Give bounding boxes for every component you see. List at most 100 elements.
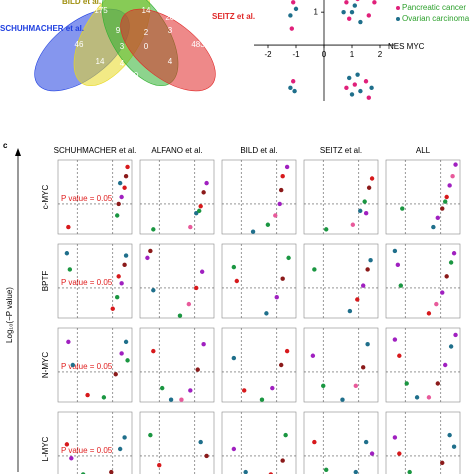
data-point (119, 194, 124, 200)
data-point (64, 251, 70, 256)
data-point (177, 313, 183, 318)
data-point (151, 348, 156, 354)
data-point (116, 201, 121, 207)
data-point (274, 294, 279, 300)
cell-frame (57, 159, 133, 235)
venn-count: 3 (168, 26, 173, 35)
data-point (288, 13, 293, 18)
venn-set-label: SCHUHMACHER et al. (0, 24, 84, 33)
data-point (231, 264, 237, 270)
data-point (369, 451, 375, 456)
data-point (279, 362, 284, 368)
data-point (324, 467, 329, 473)
data-point (250, 229, 256, 234)
data-point (125, 358, 130, 363)
cell-frame (139, 327, 215, 403)
data-point (347, 75, 352, 81)
data-point (284, 164, 290, 170)
data-point (179, 397, 184, 402)
data-point (407, 469, 412, 474)
data-point (344, 0, 349, 5)
data-point (426, 311, 432, 316)
data-point (365, 267, 370, 272)
data-point (447, 432, 452, 438)
data-point (435, 381, 440, 386)
volcano-cell: P value = 0.05 (57, 159, 133, 235)
data-point (151, 288, 156, 293)
volcano-cell (221, 411, 297, 474)
threshold-label: P value = 0.05 (61, 446, 113, 455)
data-point (451, 444, 457, 449)
data-point (453, 332, 458, 338)
data-point (450, 173, 455, 179)
data-point (291, 79, 296, 84)
data-point (195, 367, 200, 372)
venn-set-label: SEITZ et al. (212, 12, 255, 21)
volcano-cell (385, 411, 461, 474)
venn-count: 9 (116, 26, 121, 35)
data-point (284, 348, 290, 354)
data-point (188, 224, 193, 230)
data-point (434, 301, 439, 307)
data-point (369, 85, 374, 91)
data-point (353, 383, 358, 389)
data-point (361, 283, 366, 288)
column-title: SCHUHMACHER et al. (54, 146, 137, 155)
data-point (324, 227, 329, 232)
data-point (277, 201, 282, 207)
data-point (280, 458, 285, 463)
data-point (123, 253, 129, 258)
data-point (201, 341, 206, 347)
data-point (286, 255, 291, 261)
threshold-label: P value = 0.05 (61, 278, 113, 287)
data-point (204, 453, 209, 459)
data-point (392, 435, 398, 440)
venn-set (120, 8, 216, 92)
data-point (70, 362, 76, 368)
data-point (151, 227, 156, 232)
data-point (358, 19, 363, 25)
data-point (363, 79, 369, 84)
data-point (288, 85, 293, 91)
data-point (358, 208, 363, 214)
data-point (353, 469, 358, 474)
data-point (122, 435, 127, 440)
data-point (397, 451, 402, 456)
volcano-cell (303, 327, 379, 403)
data-point (395, 262, 401, 268)
cell-frame (57, 411, 133, 474)
data-point (197, 208, 202, 214)
data-point (119, 281, 124, 286)
data-point (366, 185, 372, 190)
legend-label: Ovarian carcinoma (402, 14, 470, 23)
volcano-cell: P value = 0.05 (57, 243, 133, 319)
data-point (64, 442, 70, 447)
column-title: BILD et al. (240, 146, 277, 155)
data-point (392, 337, 398, 342)
data-point (363, 210, 369, 216)
data-point (368, 257, 373, 263)
data-point (355, 297, 360, 302)
data-point (350, 222, 356, 227)
data-point (123, 339, 129, 345)
data-point (310, 353, 316, 358)
data-point (293, 6, 299, 12)
cell-frame (385, 243, 461, 319)
data-point (198, 439, 203, 445)
data-point (145, 255, 150, 261)
data-point (369, 176, 375, 181)
data-point (444, 274, 449, 279)
data-point (362, 199, 367, 204)
data-point (243, 469, 248, 474)
cell-frame (221, 327, 297, 403)
venn-count: 203 (165, 13, 179, 22)
data-point (116, 274, 121, 279)
data-point (321, 383, 326, 389)
data-point (283, 432, 288, 438)
data-point (168, 397, 174, 402)
data-point (279, 187, 284, 193)
data-point (273, 213, 278, 218)
venn-count: 46 (75, 40, 84, 49)
cell-frame (221, 411, 297, 474)
row-label: BPTF (41, 271, 50, 292)
